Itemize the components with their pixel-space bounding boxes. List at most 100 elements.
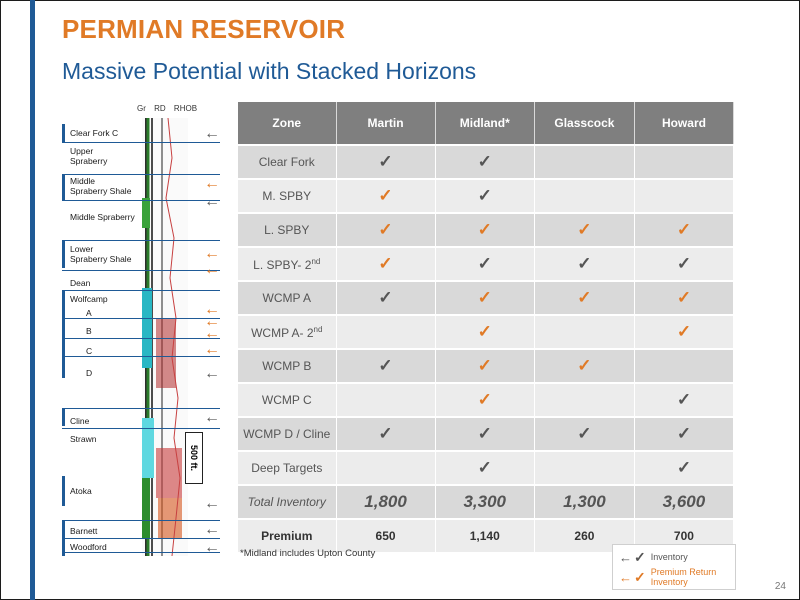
empty-cell [336, 450, 436, 484]
zone-cell: L. SPBY [238, 212, 337, 246]
check-icon: ✓ [634, 568, 646, 585]
log-trace-image [142, 118, 188, 556]
check-icon: ✓ [435, 280, 535, 314]
empty-cell [534, 144, 635, 178]
check-icon: ✓ [634, 416, 734, 450]
legend-label-premium: Premium Return Inventory [650, 567, 717, 587]
table-body: Clear Fork ✓ ✓ M. SPBY ✓ ✓ L. SPBY ✓ ✓ ✓ ✓ L. SPBY-… [238, 144, 734, 552]
zone-cell: WCMP A [238, 280, 337, 314]
table-row: WCMP C ✓ ✓ [238, 382, 734, 416]
check-icon: ✓ [534, 416, 635, 450]
total-inventory-value: 3,300 [435, 484, 535, 518]
zone-cell: WCMP D / Cline [238, 416, 337, 450]
check-icon: ✓ [336, 212, 436, 246]
log-zone-b: B [86, 326, 92, 336]
scale-label: 500 ft. [189, 444, 200, 472]
arrow-left-icon: ← [204, 125, 220, 142]
zone-divider [62, 270, 220, 272]
zone-label-ordinal: nd [313, 324, 323, 334]
arrow-left-icon: ← [204, 313, 220, 330]
log-zone-clear-fork-c: Clear Fork C [70, 128, 119, 138]
empty-cell [534, 314, 635, 348]
arrow-left-icon: ← [204, 261, 220, 278]
page-number: 24 [774, 581, 786, 592]
zone-label-ordinal: nd [311, 256, 321, 266]
table-row-total-inventory: Total Inventory 1,800 3,300 1,300 3,600 [238, 484, 734, 518]
empty-cell [534, 178, 635, 212]
log-zone-a: A [86, 308, 92, 318]
empty-cell [534, 450, 635, 484]
zone-cell: WCMP C [238, 382, 337, 416]
column-header-midland: Midland* [435, 102, 535, 144]
check-icon: ✓ [534, 246, 635, 280]
column-header-martin: Martin [336, 102, 436, 144]
log-zone-c: C [86, 346, 93, 356]
check-icon: ✓ [336, 348, 436, 382]
log-zone-dean: Dean [70, 278, 91, 288]
arrow-left-icon: ← [204, 193, 220, 210]
accent-bar [30, 0, 35, 600]
table-row: Clear Fork ✓ ✓ [238, 144, 734, 178]
check-icon: ✓ [336, 144, 436, 178]
check-icon: ✓ [435, 382, 535, 416]
check-icon: ✓ [336, 246, 436, 280]
depth-scale-bar: 500 ft. [185, 432, 203, 484]
check-icon: ✓ [534, 280, 635, 314]
check-icon: ✓ [336, 178, 436, 212]
log-zone-wolfcamp: Wolfcamp [70, 294, 108, 304]
zone-inventory-table: Zone Martin Midland* Glasscock Howard Cl… [238, 102, 734, 552]
check-icon: ✓ [634, 246, 734, 280]
zone-cell: Clear Fork [238, 144, 337, 178]
check-icon: ✓ [435, 246, 535, 280]
arrow-left-icon: ← [204, 521, 220, 538]
zone-divider [62, 552, 220, 554]
check-icon: ✓ [336, 416, 436, 450]
column-header-howard: Howard [634, 102, 734, 144]
arrow-left-icon: ← [204, 341, 220, 358]
table-row: M. SPBY ✓ ✓ [238, 178, 734, 212]
check-icon: ✓ [534, 348, 635, 382]
legend-label-inventory: Inventory [650, 552, 688, 562]
zone-mark [62, 240, 65, 268]
check-icon: ✓ [634, 382, 734, 416]
zone-cell: L. SPBY- 2nd [238, 246, 337, 280]
table-row: WCMP A ✓ ✓ ✓ ✓ [238, 280, 734, 314]
slide-title: PERMIAN RESERVOIR [62, 14, 346, 44]
empty-cell [634, 348, 734, 382]
table-row: WCMP B ✓ ✓ ✓ [238, 348, 734, 382]
empty-cell [336, 382, 436, 416]
arrow-left-icon: ← [204, 175, 220, 192]
arrow-left-icon: ← [204, 301, 220, 318]
track-header-gr: Gr [137, 104, 146, 113]
zone-label-text: L. SPBY- 2 [253, 257, 312, 272]
total-inventory-label: Total Inventory [238, 484, 337, 518]
check-icon: ✓ [435, 348, 535, 382]
check-icon: ✓ [634, 314, 734, 348]
zone-divider [62, 538, 220, 540]
slide-subtitle: Massive Potential with Stacked Horizons [62, 58, 477, 84]
log-track-headers: Gr RD RHOB [137, 104, 203, 113]
arrow-left-icon: ← [619, 569, 632, 585]
zone-cell: WCMP B [238, 348, 337, 382]
zone-divider [62, 142, 220, 144]
check-icon: ✓ [435, 144, 535, 178]
arrow-left-icon: ← [204, 539, 220, 556]
arrow-left-icon: ← [204, 495, 220, 512]
log-zone-strawn: Strawn [70, 434, 97, 444]
table-row: WCMP A- 2nd ✓ ✓ [238, 314, 734, 348]
zone-divider [62, 338, 220, 340]
total-inventory-value: 3,600 [634, 484, 734, 518]
zone-mark [62, 174, 65, 200]
zone-divider [62, 318, 220, 320]
zone-divider [62, 408, 220, 410]
legend: ← ✓ Inventory ← ✓ Premium Return Invento… [612, 544, 736, 590]
well-log-panel: Gr RD RHOB 500 ft. Clear Fork C Upper Sp… [62, 104, 220, 556]
table-row: Deep Targets ✓ ✓ [238, 450, 734, 484]
empty-cell [634, 144, 734, 178]
total-inventory-value: 1,300 [534, 484, 635, 518]
table-header-row: Zone Martin Midland* Glasscock Howard [238, 102, 734, 144]
premium-value: 650 [336, 518, 436, 552]
check-icon: ✓ [634, 548, 646, 565]
zone-mark [62, 408, 65, 426]
table-row: WCMP D / Cline ✓ ✓ ✓ ✓ [238, 416, 734, 450]
